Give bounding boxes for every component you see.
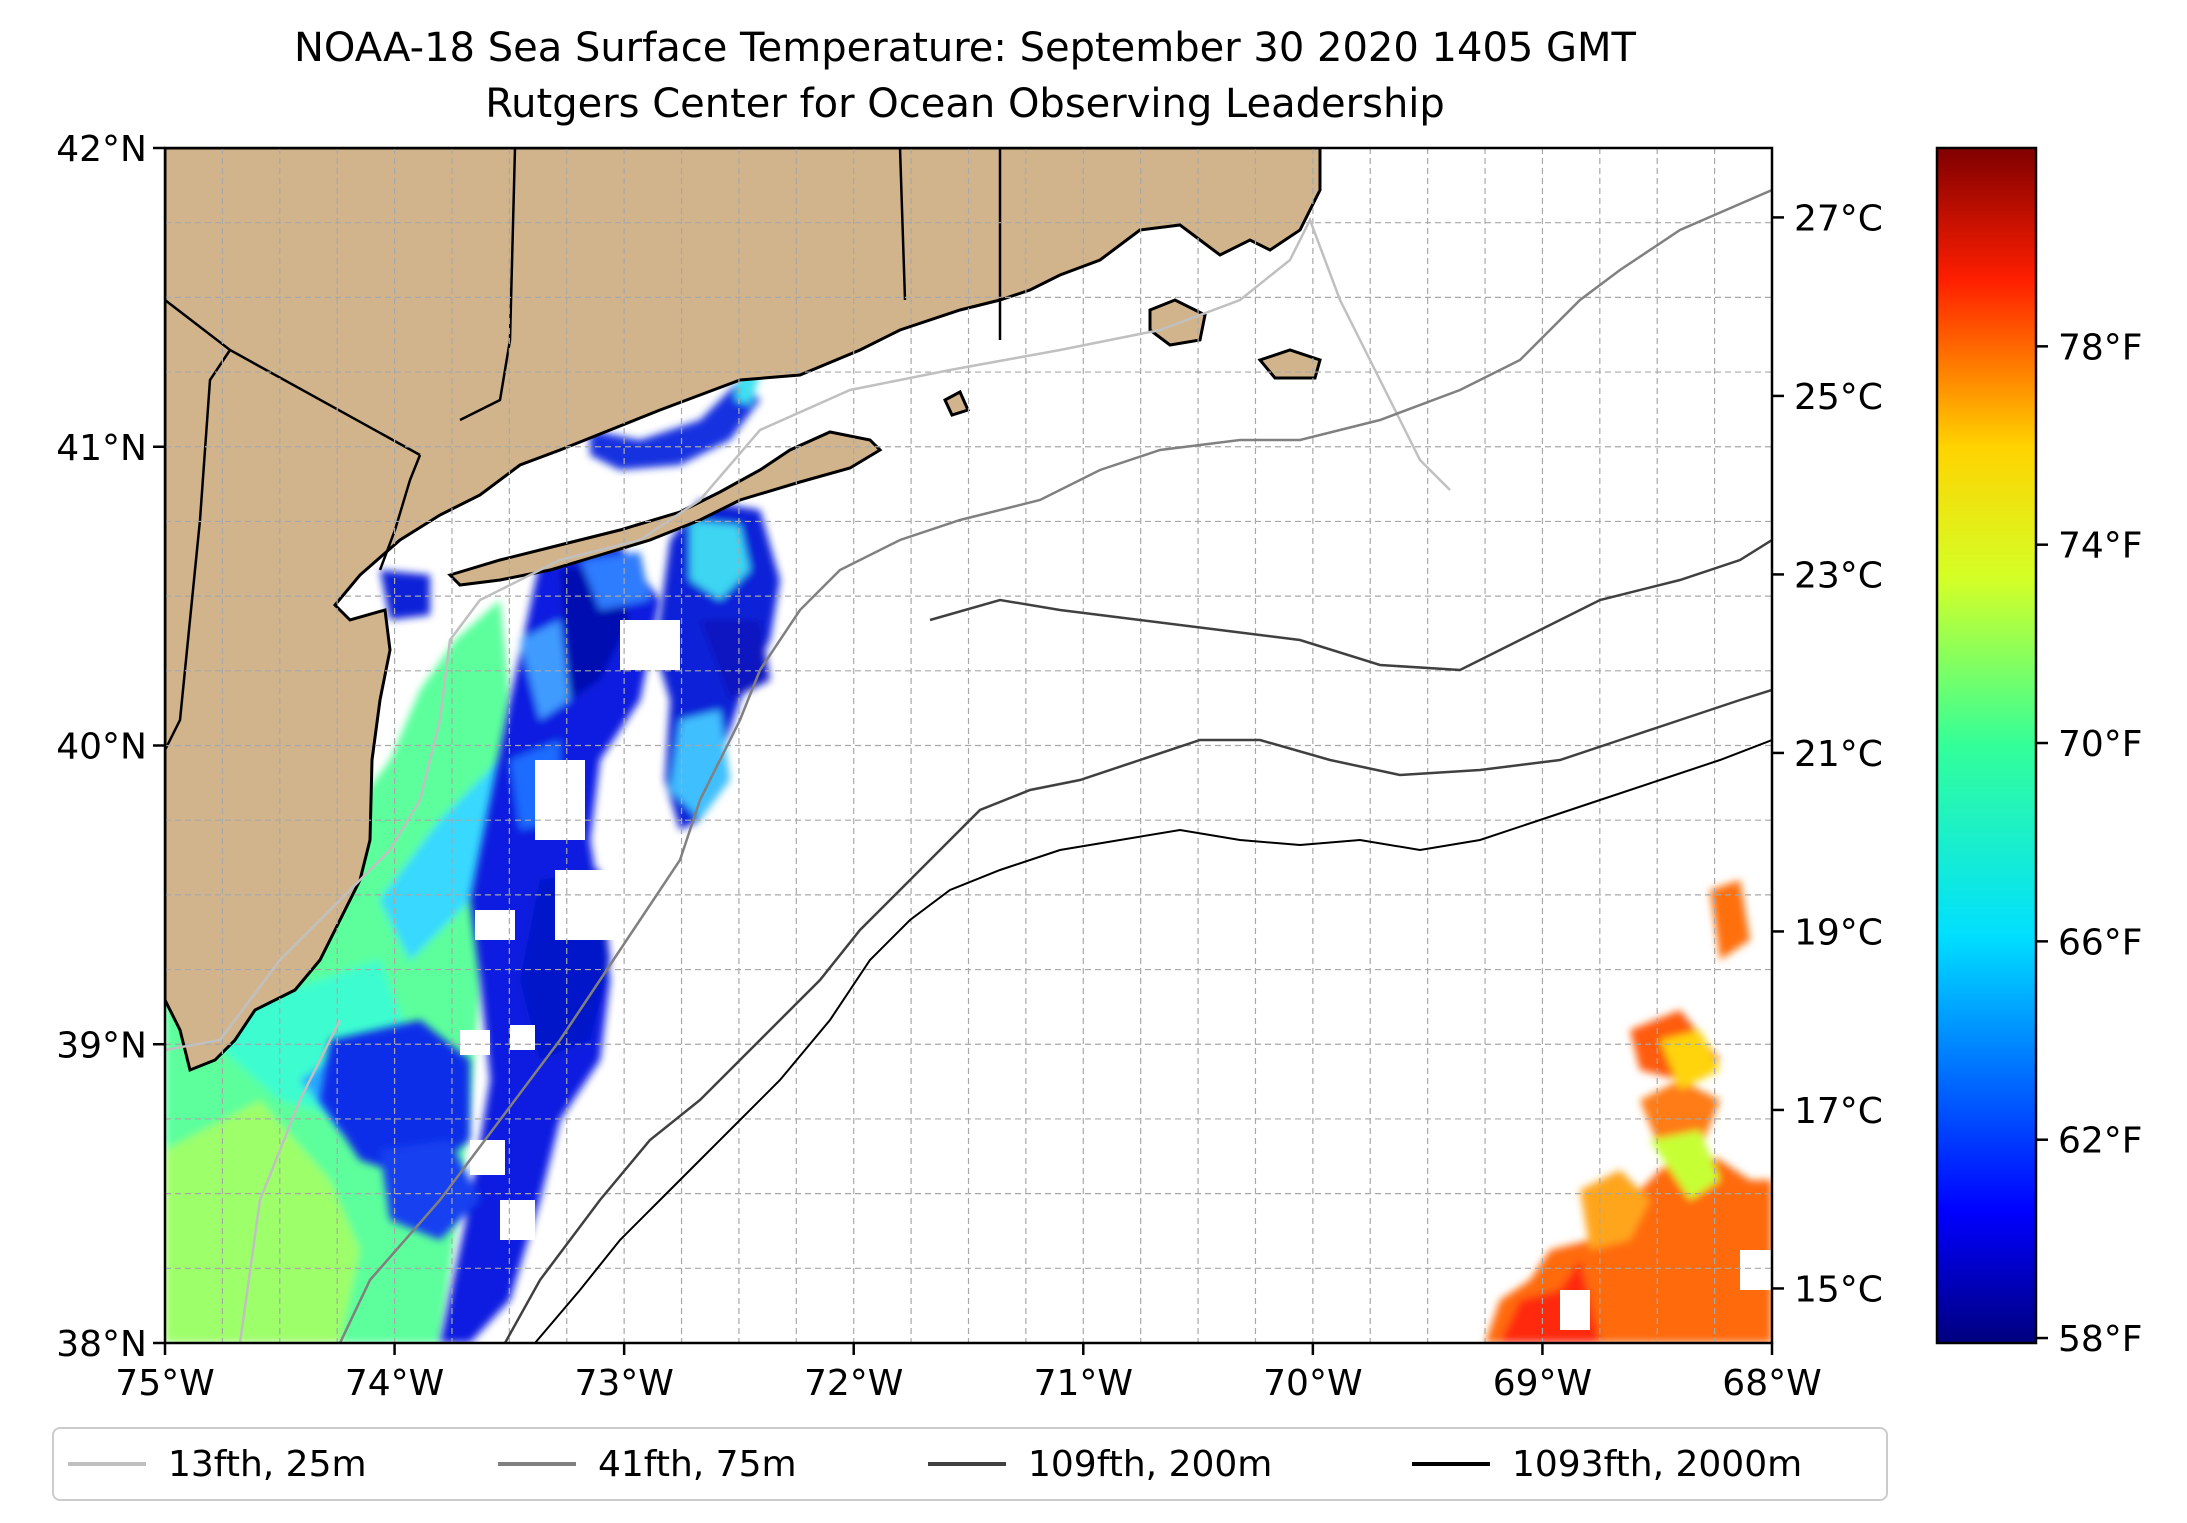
colorbar-f-tick-label: 74°F: [2058, 526, 2143, 567]
x-tick-label: 72°W: [804, 1363, 903, 1404]
land: [165, 148, 1322, 1073]
gridlines: [165, 148, 1772, 1343]
x-tick-label: 70°W: [1263, 1363, 1362, 1404]
sst-field-gulf-stream: [1485, 880, 1772, 1343]
colorbar-c-tick-label: 19°C: [1794, 912, 1883, 953]
legend-label: 13fth, 25m: [168, 1443, 367, 1485]
figure-subtitle: Rutgers Center for Ocean Observing Leade…: [485, 81, 1445, 127]
sst-field-central-plume: [655, 500, 780, 830]
x-tick-label: 75°W: [115, 1363, 214, 1404]
y-tick-label: 42°N: [56, 129, 147, 170]
x-tick-label: 73°W: [574, 1363, 673, 1404]
legend-item-2000m: 1093fth, 2000m: [1412, 1429, 1802, 1499]
y-tick-label: 39°N: [56, 1025, 147, 1066]
figure-title: NOAA-18 Sea Surface Temperature: Septemb…: [294, 25, 1636, 71]
y-tick-label: 38°N: [56, 1324, 147, 1365]
y-tick-label: 41°N: [56, 428, 147, 469]
legend-swatch: [498, 1462, 576, 1466]
legend-label: 1093fth, 2000m: [1512, 1443, 1803, 1485]
colorbar-c-tick-label: 25°C: [1794, 377, 1883, 418]
isobath-25m-south: [238, 1019, 342, 1343]
isobath-25m: [165, 216, 1451, 1052]
x-tick-label: 71°W: [1034, 1363, 1133, 1404]
colorbar: [1935, 146, 2038, 1345]
y-axis: 38°N 39°N 40°N 41°N 42°N: [56, 129, 165, 1365]
colorbar-f-tick-label: 62°F: [2058, 1121, 2143, 1162]
x-tick-label: 69°W: [1493, 1363, 1592, 1404]
isobath-2000m: [534, 739, 1772, 1343]
cloud-gaps: [460, 620, 1772, 1330]
isobath-legend: 13fth, 25m 41fth, 75m 109fth, 200m 1093f…: [52, 1427, 1888, 1501]
isobath-200m: [503, 688, 1772, 1343]
colorbar-c-tick-label: 27°C: [1794, 198, 1883, 239]
legend-label: 41fth, 75m: [598, 1443, 797, 1485]
colorbar-f-tick-label: 78°F: [2058, 327, 2143, 368]
colorbar-c-tick-label: 23°C: [1794, 555, 1883, 596]
colorbar-c-tick-label: 21°C: [1794, 734, 1883, 775]
y-tick-label: 40°N: [56, 727, 147, 768]
legend-label: 109fth, 200m: [1028, 1443, 1273, 1485]
colorbar-f-tick-label: 70°F: [2058, 724, 2143, 765]
legend-item-200m: 109fth, 200m: [928, 1429, 1272, 1499]
legend-item-75m: 41fth, 75m: [498, 1429, 797, 1499]
legend-item-25m: 13fth, 25m: [68, 1429, 367, 1499]
x-tick-label: 68°W: [1722, 1363, 1821, 1404]
colorbar-c-tick-label: 17°C: [1794, 1091, 1883, 1132]
colorbar-c-tick-label: 15°C: [1794, 1269, 1883, 1310]
isobath-75m: [338, 188, 1772, 1343]
x-tick-label: 74°W: [345, 1363, 444, 1404]
colorbar-celsius-axis: 15°C 17°C 19°C 21°C 23°C 25°C 27°C: [1772, 198, 1883, 1310]
legend-swatch: [928, 1462, 1006, 1466]
colorbar-f-tick-label: 58°F: [2058, 1319, 2143, 1360]
legend-swatch: [68, 1462, 146, 1466]
legend-swatch: [1412, 1462, 1490, 1466]
isobaths: [165, 188, 1772, 1343]
colorbar-fahrenheit-axis: 58°F 62°F 66°F 70°F 74°F 78°F: [2036, 327, 2143, 1360]
colorbar-f-tick-label: 66°F: [2058, 922, 2143, 963]
x-axis: 75°W 74°W 73°W 72°W 71°W 70°W 69°W 68°W: [115, 1343, 1822, 1404]
isobath-200m-upper: [929, 538, 1772, 672]
state-borders: [165, 148, 1002, 751]
